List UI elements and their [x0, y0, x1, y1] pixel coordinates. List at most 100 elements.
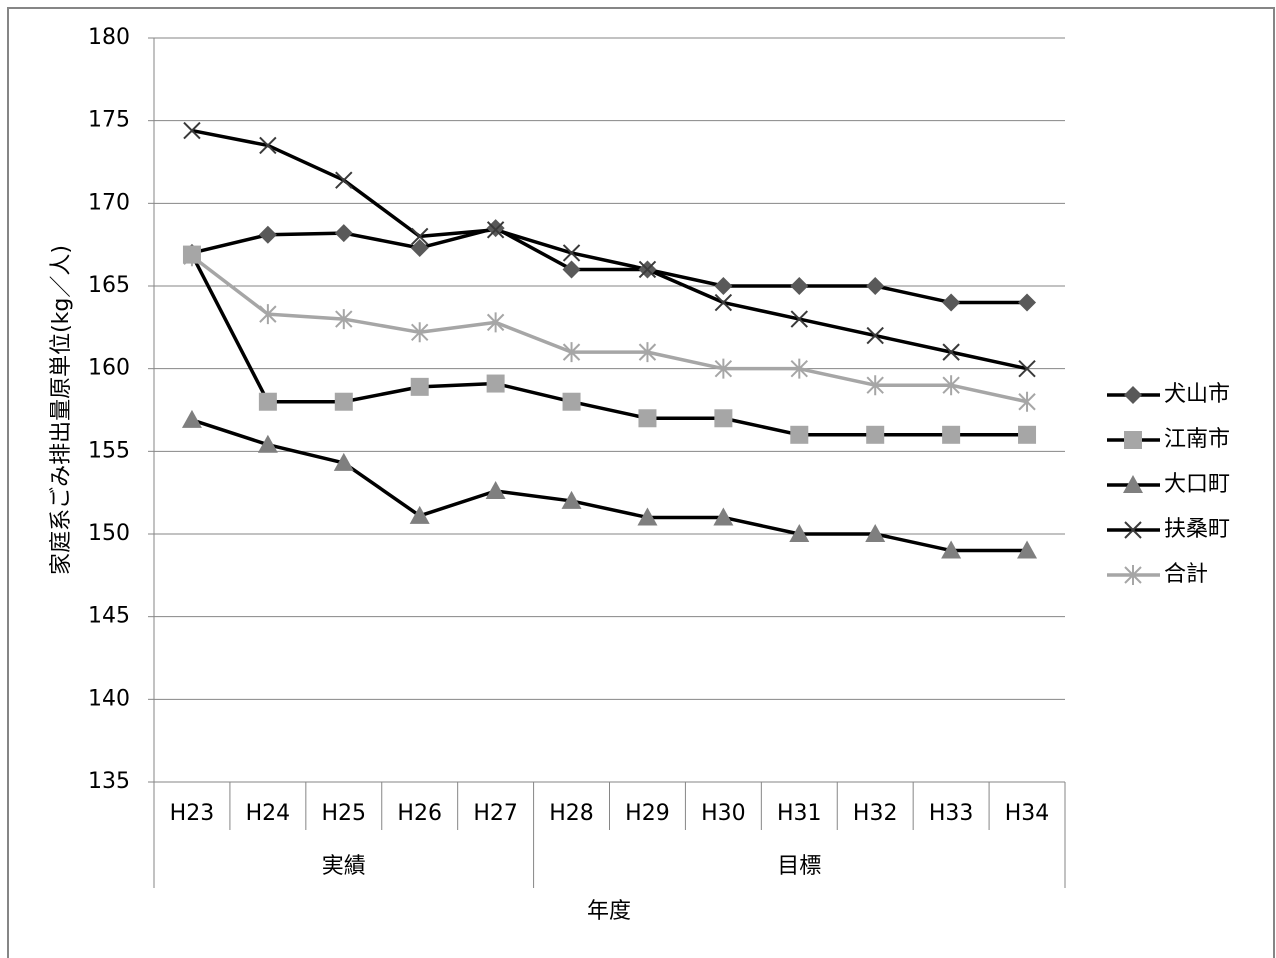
marker: [334, 224, 353, 243]
marker: [486, 221, 505, 239]
marker: [1018, 425, 1037, 444]
marker: [335, 309, 353, 330]
marker: [637, 507, 658, 526]
x-tick-label: H30: [701, 801, 746, 826]
marker: [638, 260, 657, 279]
series-line: [191, 226, 1028, 305]
marker: [562, 260, 581, 279]
y-tick-label: 180: [88, 25, 130, 50]
marker: [333, 452, 354, 471]
marker: [181, 409, 202, 428]
marker: [941, 540, 962, 559]
marker: [410, 238, 429, 257]
legend-label: 大口町: [1164, 472, 1230, 497]
x-tick-label: H34: [1005, 801, 1050, 826]
y-tick-label: 170: [88, 190, 130, 215]
marker: [1018, 391, 1036, 412]
marker: [638, 342, 657, 363]
x-tick-label: H26: [397, 801, 442, 826]
marker: [486, 312, 505, 333]
marker: [790, 310, 808, 328]
group-label: 実績: [322, 854, 366, 879]
legend-label: 扶桑町: [1164, 517, 1230, 542]
x-tick-label: H32: [853, 801, 898, 826]
legend-label: 犬山市: [1164, 382, 1230, 407]
series-line: [191, 128, 1028, 371]
marker: [866, 277, 885, 295]
marker: [1017, 540, 1038, 559]
y-tick-label: 150: [88, 521, 130, 546]
marker: [790, 425, 809, 444]
y-tick-label: 145: [88, 604, 130, 629]
legend-label: 合計: [1164, 562, 1208, 587]
marker: [942, 293, 961, 312]
series-line: [190, 254, 1028, 404]
marker: [714, 277, 733, 295]
marker: [866, 326, 884, 345]
marker: [1124, 521, 1142, 539]
marker: [638, 409, 657, 428]
marker: [562, 392, 581, 411]
marker: [410, 377, 429, 396]
marker: [561, 490, 582, 509]
marker: [485, 481, 506, 500]
marker: [790, 358, 808, 379]
marker: [486, 374, 505, 393]
y-tick-label: 135: [88, 769, 130, 794]
x-axis-title: 年度: [587, 899, 631, 924]
marker: [714, 409, 733, 428]
marker: [259, 304, 277, 325]
marker: [562, 244, 581, 262]
marker: [866, 425, 885, 444]
x-tick-label: H23: [170, 801, 215, 826]
x-tick-label: H24: [246, 801, 291, 826]
marker: [790, 277, 809, 295]
marker: [258, 392, 277, 411]
marker: [1018, 359, 1036, 378]
marker: [713, 507, 734, 526]
marker: [1124, 386, 1142, 404]
marker: [183, 246, 201, 267]
marker: [409, 505, 430, 524]
marker: [411, 227, 429, 246]
marker: [562, 342, 581, 363]
marker: [1018, 293, 1037, 312]
series-line: [191, 418, 1028, 553]
x-tick-label: H31: [777, 801, 822, 826]
marker: [1123, 475, 1143, 493]
legend-label: 江南市: [1164, 427, 1230, 452]
y-tick-label: 175: [88, 108, 130, 133]
marker: [486, 219, 505, 238]
x-tick-label: H27: [473, 801, 518, 826]
x-tick-label: H25: [322, 801, 367, 826]
y-tick-label: 155: [88, 438, 130, 463]
marker: [335, 171, 353, 189]
marker: [183, 121, 201, 140]
y-tick-label: 165: [88, 273, 130, 298]
y-axis-title: 家庭系ごみ排出量原単位(kg／人): [49, 245, 74, 575]
marker: [789, 524, 810, 542]
x-tick-label: H28: [549, 801, 594, 826]
marker: [714, 358, 733, 379]
marker: [865, 524, 886, 542]
marker: [1124, 431, 1142, 449]
chart-frame: [7, 7, 1275, 958]
y-tick-label: 160: [88, 356, 130, 381]
x-tick-label: H33: [929, 801, 974, 826]
marker: [257, 434, 278, 453]
x-tick-label: H29: [625, 801, 670, 826]
marker: [942, 343, 960, 361]
marker: [259, 136, 277, 155]
marker: [411, 322, 429, 343]
marker: [866, 375, 884, 396]
marker: [334, 392, 353, 411]
y-tick-label: 140: [88, 686, 130, 711]
marker: [258, 225, 277, 244]
marker: [1124, 565, 1142, 585]
group-label: 目標: [777, 854, 821, 879]
marker: [942, 425, 961, 444]
marker: [714, 293, 733, 312]
marker: [942, 375, 960, 396]
